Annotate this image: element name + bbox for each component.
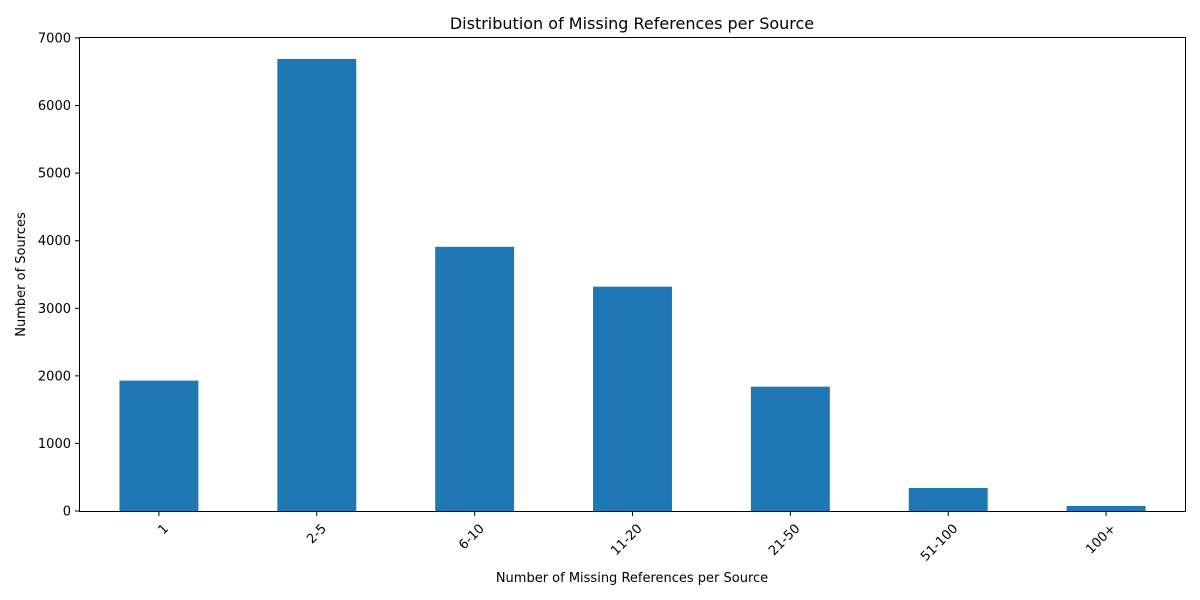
- x-tick-label: 21-50: [766, 521, 803, 558]
- bar-11-20: [593, 286, 672, 511]
- plot-area-frame: [79, 37, 1186, 512]
- y-axis-ticks: 0 1000 2000 3000 4000 5000 6000 7000: [38, 32, 80, 520]
- x-tick-label: 6-10: [456, 521, 487, 552]
- y-tick-label: 4000: [38, 234, 71, 249]
- bar-6-10: [435, 246, 515, 511]
- x-axis-ticks: 1 2-5 6-10 11-20 21-50 51-100 100+: [156, 511, 1119, 565]
- bar-100+: [1066, 505, 1146, 511]
- y-tick-label: 1000: [38, 437, 71, 452]
- y-axis-title: Number of Sources: [14, 212, 29, 337]
- x-tick-label: 100+: [1083, 521, 1119, 557]
- y-tick-label: 7000: [38, 32, 71, 47]
- x-tick-label: 1: [156, 521, 172, 537]
- bars-group: [119, 58, 1146, 511]
- chart-title: Distribution of Missing References per S…: [450, 14, 814, 33]
- x-tick-label: 11-20: [608, 521, 645, 558]
- x-tick-label: 51-100: [918, 521, 961, 564]
- x-tick-label: 2-5: [304, 521, 330, 547]
- bar-1: [119, 380, 199, 511]
- y-tick-label: 2000: [38, 369, 71, 384]
- bar-51-100: [908, 488, 988, 511]
- bar-21-50: [750, 386, 830, 511]
- y-tick-label: 0: [63, 505, 71, 520]
- y-tick-label: 5000: [38, 167, 71, 182]
- bar-2-5: [277, 58, 357, 511]
- y-tick-label: 3000: [38, 302, 71, 317]
- y-tick-label: 6000: [38, 99, 71, 114]
- x-axis-title: Number of Missing References per Source: [496, 571, 768, 586]
